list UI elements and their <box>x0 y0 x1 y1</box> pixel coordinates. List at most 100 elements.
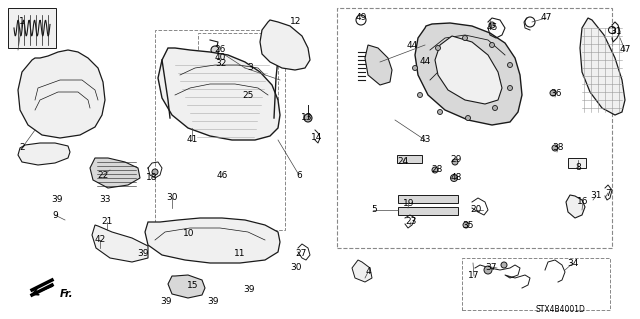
Text: 23: 23 <box>405 218 417 226</box>
Circle shape <box>493 106 497 110</box>
Polygon shape <box>90 158 140 188</box>
Text: 31: 31 <box>590 191 602 201</box>
Text: 40: 40 <box>214 54 226 63</box>
Text: 41: 41 <box>186 136 198 145</box>
Text: 8: 8 <box>575 164 581 173</box>
Bar <box>8 8 56 48</box>
Text: 3: 3 <box>247 63 253 72</box>
Polygon shape <box>352 260 372 282</box>
Text: 39: 39 <box>160 296 172 306</box>
Text: 33: 33 <box>99 196 111 204</box>
Text: 42: 42 <box>94 235 106 244</box>
Text: 7: 7 <box>605 189 611 197</box>
Circle shape <box>550 90 556 96</box>
Text: 39: 39 <box>137 249 148 257</box>
Text: 19: 19 <box>403 198 415 207</box>
Text: 49: 49 <box>355 13 367 23</box>
Circle shape <box>465 115 470 121</box>
Circle shape <box>463 222 469 228</box>
Circle shape <box>417 93 422 98</box>
Polygon shape <box>168 275 205 298</box>
Polygon shape <box>145 218 280 263</box>
Polygon shape <box>260 20 310 70</box>
Circle shape <box>413 65 417 70</box>
Circle shape <box>304 114 312 122</box>
Text: 12: 12 <box>291 18 301 26</box>
Text: 46: 46 <box>216 170 228 180</box>
Text: 13: 13 <box>301 114 313 122</box>
Text: 39: 39 <box>243 286 255 294</box>
Polygon shape <box>415 23 522 125</box>
Text: 20: 20 <box>470 205 482 214</box>
Text: 26: 26 <box>214 46 226 55</box>
Text: 48: 48 <box>451 173 461 182</box>
Circle shape <box>484 266 492 274</box>
Polygon shape <box>18 50 105 138</box>
Circle shape <box>490 42 495 48</box>
Text: 4: 4 <box>365 268 371 277</box>
Text: 39: 39 <box>51 196 63 204</box>
Text: 22: 22 <box>97 170 109 180</box>
Text: 27: 27 <box>295 249 307 257</box>
Circle shape <box>451 174 458 182</box>
Polygon shape <box>158 48 280 140</box>
Text: 31: 31 <box>611 27 621 36</box>
Circle shape <box>212 62 218 68</box>
Text: 47: 47 <box>620 46 630 55</box>
Circle shape <box>211 46 219 54</box>
Circle shape <box>152 169 158 175</box>
Text: 16: 16 <box>577 197 589 206</box>
Circle shape <box>508 63 513 68</box>
Text: 11: 11 <box>234 249 246 257</box>
Text: 39: 39 <box>207 296 219 306</box>
Circle shape <box>452 159 458 165</box>
Bar <box>155 30 285 230</box>
Text: 2: 2 <box>19 144 25 152</box>
Polygon shape <box>92 225 148 262</box>
Text: 44: 44 <box>406 41 418 49</box>
Bar <box>398 207 458 215</box>
Text: 36: 36 <box>550 88 562 98</box>
Bar <box>397 155 422 163</box>
Circle shape <box>552 145 558 151</box>
Text: 37: 37 <box>485 263 497 271</box>
Text: STX4B4001D: STX4B4001D <box>535 306 585 315</box>
Text: 14: 14 <box>311 133 323 143</box>
Circle shape <box>432 167 438 173</box>
Text: 24: 24 <box>397 158 408 167</box>
Text: 44: 44 <box>419 57 431 66</box>
Text: 43: 43 <box>419 136 431 145</box>
Text: 9: 9 <box>52 211 58 219</box>
Text: 1: 1 <box>19 18 25 26</box>
Text: 30: 30 <box>291 263 301 272</box>
Text: 45: 45 <box>486 24 498 33</box>
Circle shape <box>501 262 507 268</box>
Polygon shape <box>435 36 502 104</box>
Text: 17: 17 <box>468 271 480 280</box>
Text: 6: 6 <box>296 170 302 180</box>
Text: 18: 18 <box>147 174 157 182</box>
Text: 47: 47 <box>540 13 552 23</box>
Text: 25: 25 <box>243 91 253 100</box>
Circle shape <box>463 35 467 41</box>
Text: 10: 10 <box>183 229 195 239</box>
Text: 29: 29 <box>451 155 461 165</box>
Bar <box>337 8 612 248</box>
Circle shape <box>435 46 440 50</box>
Bar <box>398 195 458 203</box>
Polygon shape <box>566 195 585 218</box>
Polygon shape <box>18 143 70 165</box>
Text: 5: 5 <box>371 205 377 214</box>
Text: 35: 35 <box>462 220 474 229</box>
Text: 32: 32 <box>215 58 227 68</box>
Text: 30: 30 <box>166 194 178 203</box>
Bar <box>568 158 586 168</box>
Polygon shape <box>365 45 392 85</box>
Text: 38: 38 <box>552 144 564 152</box>
Text: 34: 34 <box>567 258 579 268</box>
Bar <box>462 258 610 310</box>
Circle shape <box>508 85 513 91</box>
Circle shape <box>489 22 495 28</box>
Text: 28: 28 <box>431 166 443 174</box>
Text: 15: 15 <box>188 280 199 290</box>
